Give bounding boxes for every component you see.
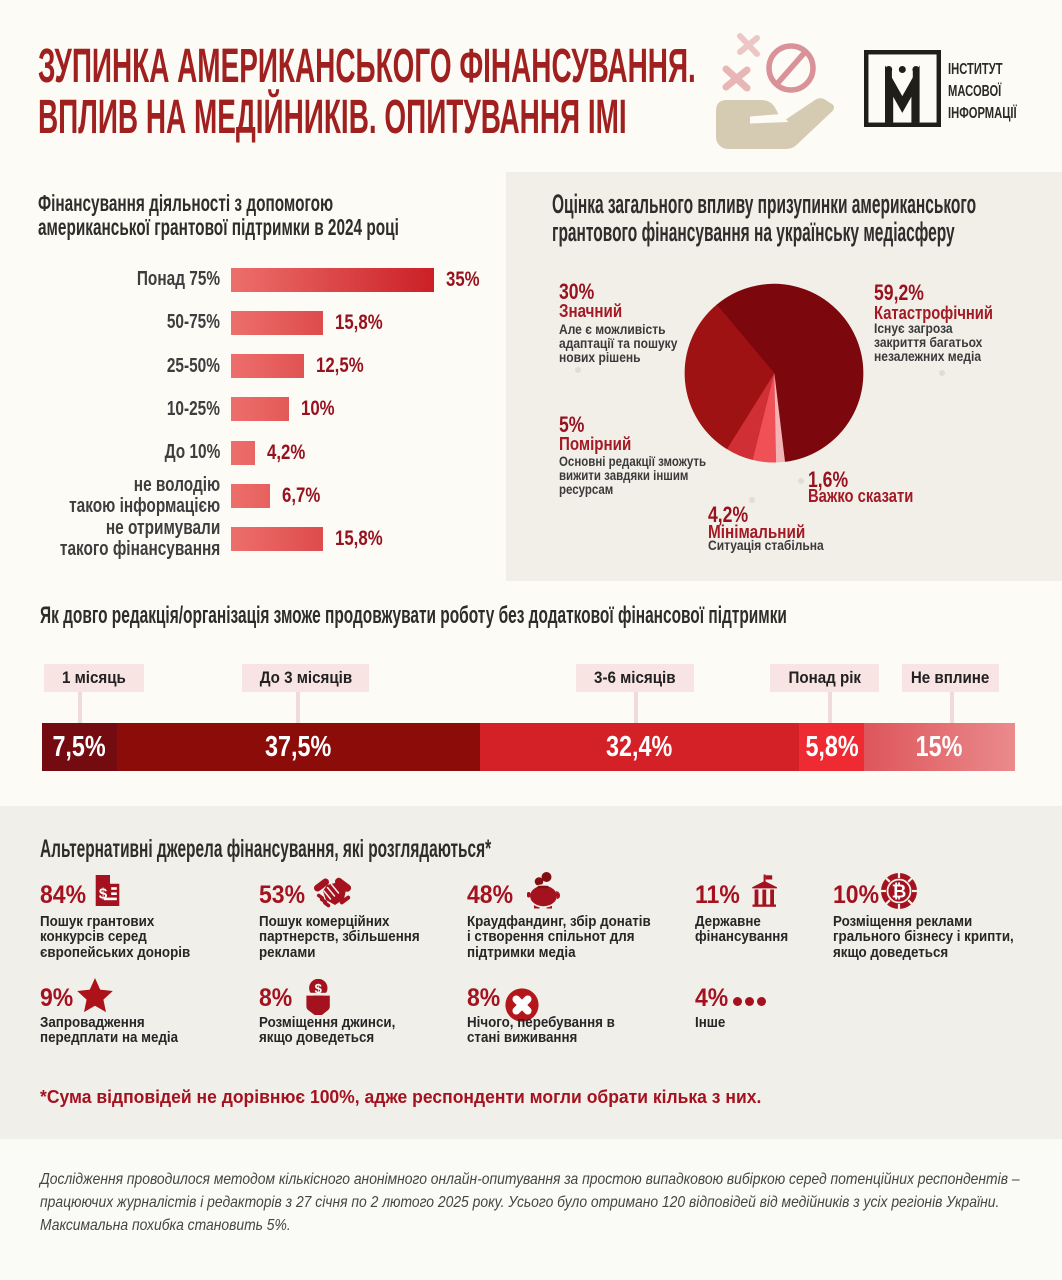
svg-text:₿: ₿ (892, 882, 907, 902)
svg-text:$: $ (315, 981, 323, 996)
svg-text:$: $ (99, 886, 108, 903)
